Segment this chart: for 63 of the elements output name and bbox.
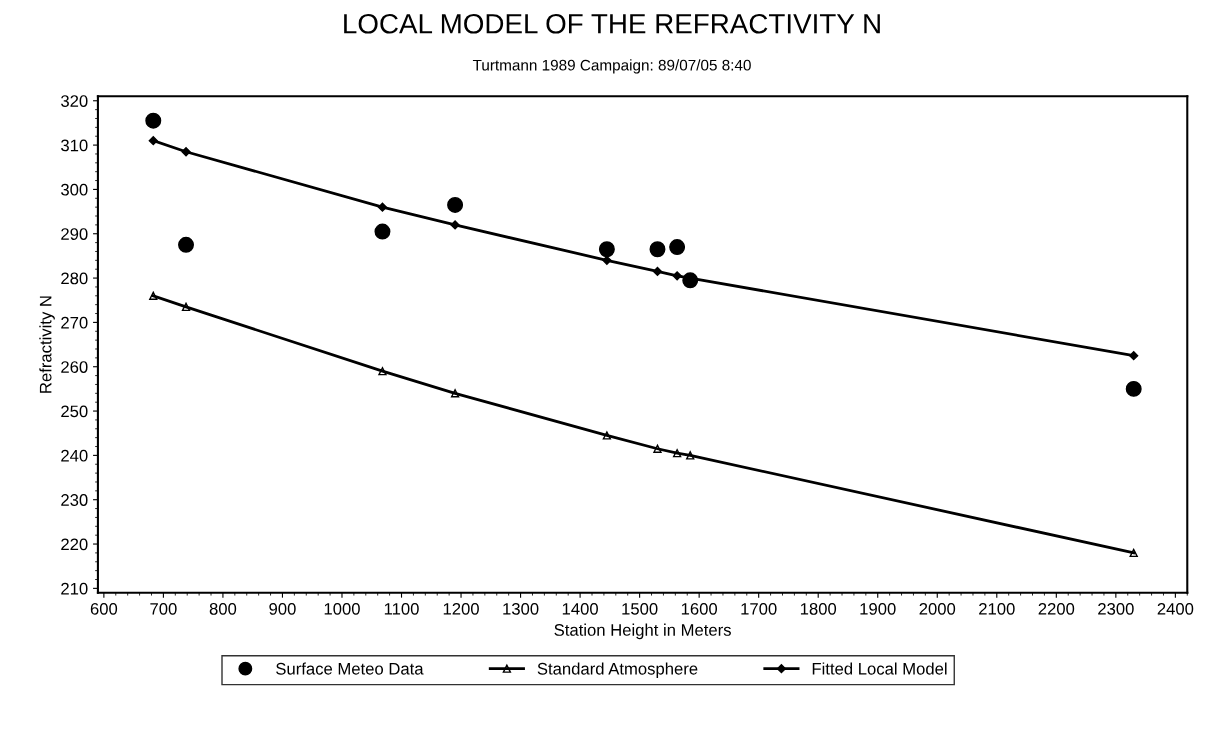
x-tick-label: 1200 bbox=[443, 602, 479, 615]
point bbox=[653, 444, 662, 453]
x-tick-label: 600 bbox=[90, 602, 118, 615]
point bbox=[598, 241, 615, 258]
y-tick-label: 290 bbox=[61, 228, 88, 240]
y-tick-label: 270 bbox=[61, 316, 88, 329]
x-tick-label: 1500 bbox=[622, 602, 658, 615]
x-tick-label: 1900 bbox=[860, 602, 896, 615]
point bbox=[649, 241, 666, 258]
x-tick-label: 2300 bbox=[1098, 602, 1134, 615]
x-tick-label: 1800 bbox=[800, 602, 837, 615]
x-tick-label: 700 bbox=[150, 602, 177, 615]
point bbox=[145, 112, 162, 129]
x-tick-label: 2400 bbox=[1157, 602, 1194, 615]
point bbox=[148, 136, 158, 146]
y-tick-label: 310 bbox=[61, 139, 88, 152]
legend-label: Standard Atmosphere bbox=[537, 662, 698, 678]
point bbox=[602, 431, 612, 440]
y-tick-label: 250 bbox=[61, 405, 88, 418]
y-tick-label: 320 bbox=[61, 95, 88, 107]
y-tick-label: 280 bbox=[61, 272, 88, 285]
point bbox=[178, 236, 194, 253]
y-tick-label: 230 bbox=[61, 494, 88, 506]
point bbox=[669, 239, 686, 256]
point bbox=[181, 302, 191, 312]
point bbox=[686, 451, 695, 460]
point bbox=[447, 196, 464, 213]
y-tick-label: 210 bbox=[61, 582, 88, 595]
x-tick-label: 1600 bbox=[681, 602, 718, 615]
x-tick-label: 1300 bbox=[503, 602, 539, 615]
x-tick-label: 1000 bbox=[324, 602, 360, 615]
y-axis-title: Refractivity N bbox=[39, 296, 55, 393]
x-axis-title: Station Height in Meters bbox=[554, 623, 731, 640]
point bbox=[450, 220, 460, 230]
point bbox=[682, 272, 699, 289]
x-tick-label: 900 bbox=[269, 602, 296, 615]
point bbox=[377, 202, 388, 212]
chart-subtitle: Turtmann 1989 Campaign: 89/07/05 8:40 bbox=[472, 59, 751, 74]
x-tick-label: 2000 bbox=[919, 602, 956, 615]
legend-label: Surface Meteo Data bbox=[276, 662, 424, 675]
point bbox=[450, 389, 460, 398]
point bbox=[181, 147, 191, 157]
point bbox=[652, 266, 663, 277]
point bbox=[1125, 380, 1142, 397]
y-tick-label: 220 bbox=[61, 538, 88, 551]
point bbox=[149, 291, 158, 300]
point bbox=[672, 449, 682, 458]
point bbox=[1129, 351, 1139, 361]
point bbox=[672, 271, 682, 281]
legend-label: Fitted Local Model bbox=[812, 662, 947, 675]
y-tick-label: 300 bbox=[61, 183, 88, 196]
chart-title: LOCAL MODEL OF THE REFRACTIVITY N bbox=[344, 13, 880, 34]
y-tick-label: 260 bbox=[61, 361, 88, 373]
x-tick-label: 2200 bbox=[1038, 602, 1075, 615]
y-tick-label: 240 bbox=[61, 449, 88, 462]
point bbox=[378, 366, 387, 376]
x-tick-label: 1400 bbox=[562, 602, 598, 615]
x-tick-label: 2100 bbox=[979, 602, 1015, 615]
point bbox=[1129, 548, 1138, 558]
x-tick-label: 800 bbox=[209, 602, 237, 615]
x-tick-label: 1700 bbox=[741, 602, 777, 615]
x-tick-label: 1100 bbox=[384, 602, 419, 615]
point bbox=[374, 223, 391, 240]
